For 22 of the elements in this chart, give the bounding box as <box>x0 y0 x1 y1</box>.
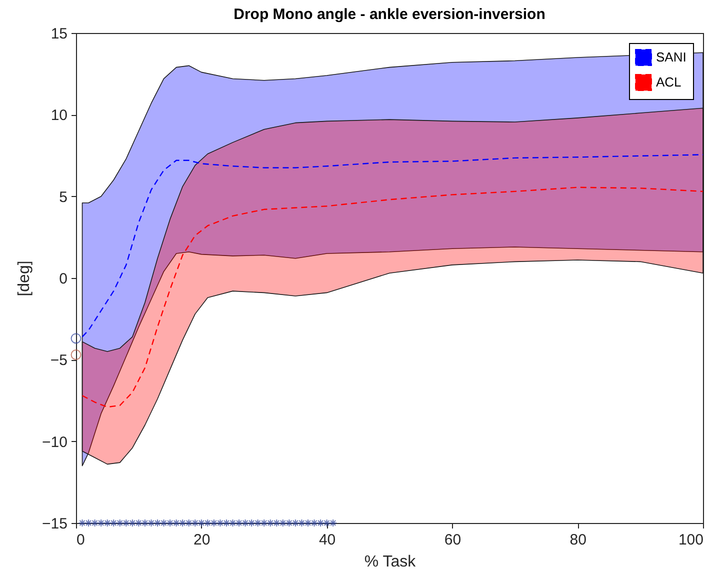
point <box>70 350 82 360</box>
line-series <box>82 154 704 338</box>
chart-title: Drop Mono angle - ankle eversion-inversion <box>234 6 546 23</box>
line-series <box>82 186 704 408</box>
y-tick-label: 5 <box>59 188 68 206</box>
x-axis-title: % Task <box>364 554 417 570</box>
y-tick-label: 15 <box>50 26 68 42</box>
x-tick-label: 80 <box>570 532 586 548</box>
y-axis-title: [deg] <box>16 260 34 296</box>
y-tick-label: 0 <box>59 270 68 288</box>
x-tick-label: 60 <box>444 532 462 548</box>
x-tick-label: 100 <box>678 532 704 548</box>
y-tick-label: −15 <box>42 516 68 532</box>
y-tick-label: 10 <box>50 107 68 124</box>
legend-label: ACL <box>656 74 682 90</box>
y-tick-label: −5 <box>50 352 68 370</box>
x-tick-label: 20 <box>194 532 210 548</box>
legend-label: SANI <box>656 50 686 64</box>
y-tick-label: −10 <box>42 434 68 451</box>
x-tick-label: 40 <box>318 532 336 548</box>
point <box>70 333 82 344</box>
x-tick-label: 0 <box>76 532 85 548</box>
